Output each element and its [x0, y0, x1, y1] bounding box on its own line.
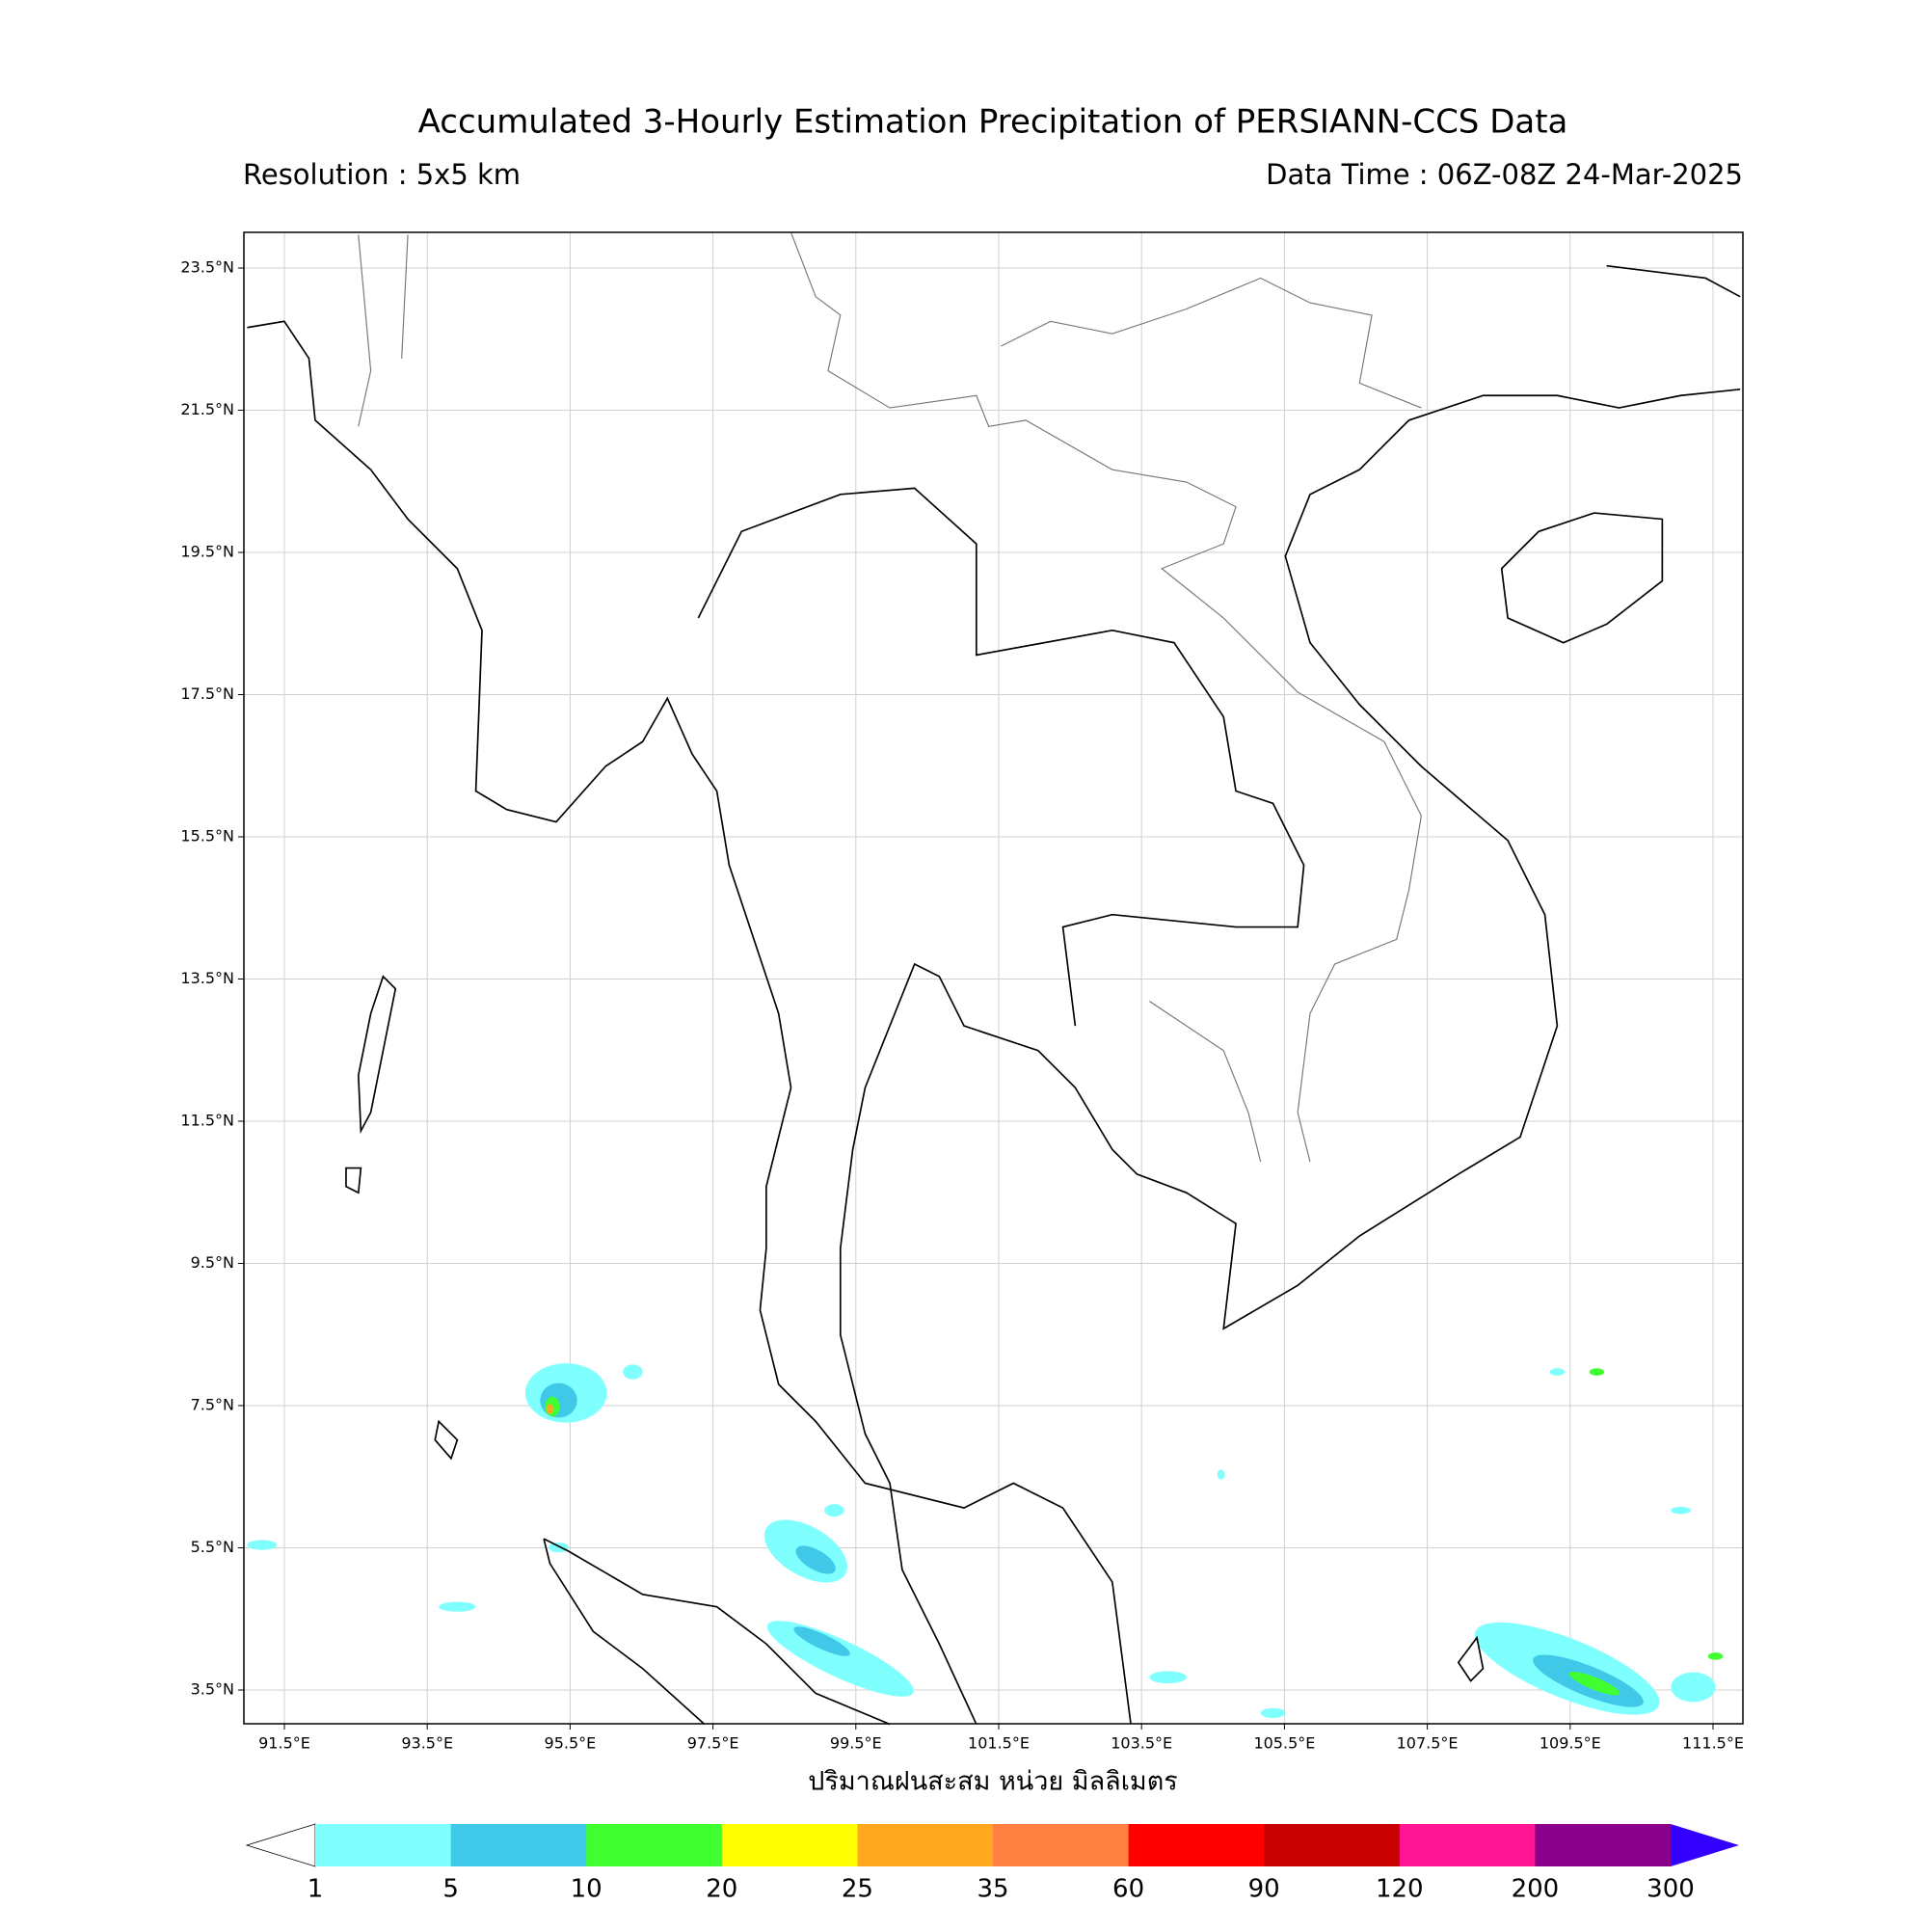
map-frame — [243, 231, 1744, 1725]
colorbar-box — [1399, 1824, 1536, 1866]
lat-tick-label: 11.5°N — [180, 1112, 234, 1130]
lon-tick-label: 95.5°E — [545, 1734, 597, 1753]
colorbar-box — [721, 1824, 858, 1866]
colorbar-box — [1535, 1824, 1672, 1866]
colorbar: 1 5 10 20 25 35 60 90 120 200 300 — [245, 1823, 1739, 1904]
data-time: Data Time : 06Z-08Z 24-Mar-2025 — [1266, 158, 1743, 191]
lon-tick-label: 109.5°E — [1540, 1734, 1601, 1753]
lat-tick-label: 17.5°N — [180, 684, 234, 703]
coastlines — [247, 264, 1741, 1726]
lat-tick-label: 3.5°N — [191, 1680, 234, 1699]
lon-tick-label: 97.5°E — [687, 1734, 739, 1753]
colorbar-label: 200 — [1512, 1875, 1560, 1904]
lat-tick-label: 13.5°N — [180, 969, 234, 987]
colorbar-box — [1128, 1824, 1265, 1866]
lon-tick-label: 91.5°E — [258, 1734, 310, 1753]
colorbar-under — [245, 1823, 316, 1867]
colorbar-label: 60 — [1112, 1875, 1144, 1904]
colorbar-label: 120 — [1376, 1875, 1424, 1904]
colorbar-label: 25 — [842, 1875, 873, 1904]
x-axis-label: ปริมาณฝนสะสม หน่วย มิลลิเมตร — [808, 1767, 1178, 1797]
lon-tick-label: 107.5°E — [1397, 1734, 1459, 1753]
lon-tick-label: 111.5°E — [1682, 1734, 1744, 1753]
colorbar-box — [857, 1824, 994, 1866]
colorbar-box — [315, 1824, 452, 1866]
colorbar-box — [993, 1824, 1130, 1866]
colorbar-label: 1 — [308, 1875, 324, 1904]
colorbar-label: 90 — [1248, 1875, 1280, 1904]
colorbar-box — [450, 1824, 587, 1866]
lat-tick-label: 5.5°N — [191, 1538, 234, 1556]
lon-tick-label: 103.5°E — [1111, 1734, 1172, 1753]
map-layer — [247, 231, 1741, 1726]
lon-tick-label: 101.5°E — [968, 1734, 1030, 1753]
lat-tick-label: 9.5°N — [191, 1253, 234, 1272]
resolution: Resolution : 5x5 km — [243, 158, 521, 191]
lon-tick-label: 105.5°E — [1253, 1734, 1315, 1753]
colorbar-label: 35 — [977, 1875, 1008, 1904]
lat-tick-label: 7.5°N — [191, 1396, 234, 1414]
lat-tick-label: 15.5°N — [180, 827, 234, 845]
lon-tick-label: 93.5°E — [401, 1734, 453, 1753]
colorbar-label: 10 — [571, 1875, 602, 1904]
colorbar-label: 5 — [442, 1875, 459, 1904]
precipitation — [247, 1363, 1724, 1719]
colorbar-label: 300 — [1647, 1875, 1695, 1904]
lat-tick-label: 19.5°N — [180, 543, 234, 561]
colorbar-over — [1671, 1824, 1739, 1866]
colorbar-box — [1264, 1824, 1401, 1866]
colorbar-label: 20 — [706, 1875, 737, 1904]
lat-tick-label: 21.5°N — [180, 400, 234, 418]
lat-tick-label: 23.5°N — [180, 258, 234, 277]
lon-tick-label: 99.5°E — [830, 1734, 882, 1753]
colorbar-box — [586, 1824, 723, 1866]
borders — [358, 231, 1422, 1163]
grid — [244, 232, 1743, 1724]
title: Accumulated 3-Hourly Estimation Precipit… — [418, 103, 1568, 142]
